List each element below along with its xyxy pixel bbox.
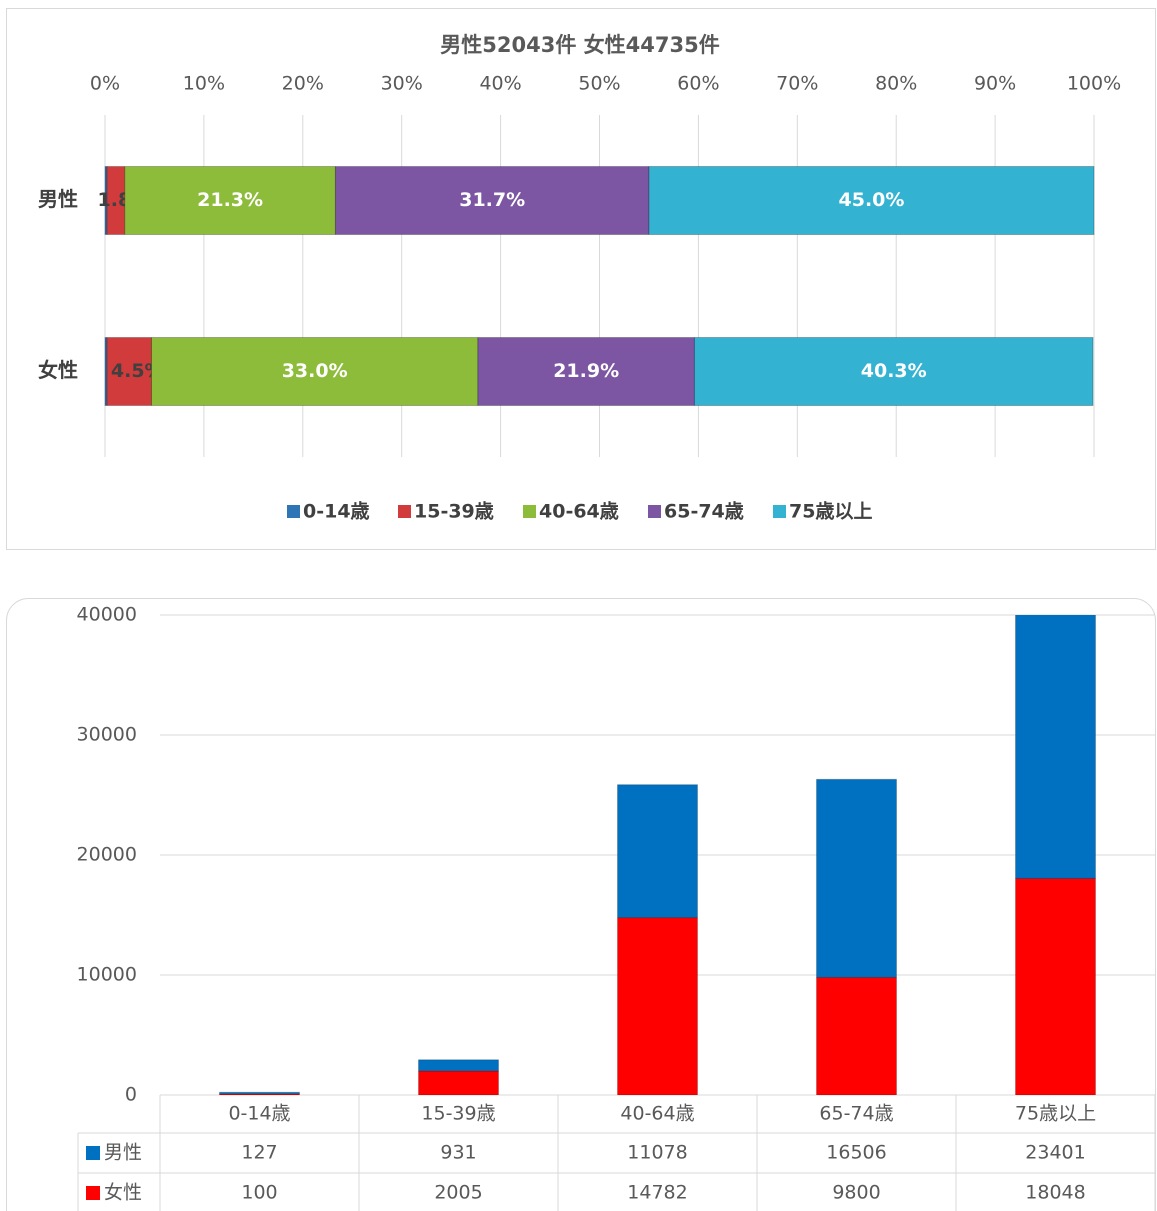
x-tick-label: 10% (183, 73, 225, 95)
y-tick-label: 20000 (77, 844, 137, 866)
legend-swatch (86, 1146, 100, 1160)
bar-segment (150, 337, 479, 406)
legend-swatch (648, 505, 661, 518)
legend-label: 75歳以上 (789, 501, 872, 523)
legend-label: 0-14歳 (303, 501, 370, 523)
data-label: 40.3% (861, 360, 927, 382)
y-tick-label: 40000 (77, 604, 137, 626)
bar-segment (418, 1059, 499, 1072)
legend-label: 65-74歳 (664, 501, 744, 523)
table-cell: 23401 (1025, 1142, 1085, 1164)
bar-segment (816, 976, 897, 1095)
bar-segment (1015, 877, 1096, 1095)
x-tick-label: 0% (90, 73, 120, 95)
y-tick-label: 30000 (77, 724, 137, 746)
x-tick-label: 40% (479, 73, 521, 95)
bar-segment (693, 337, 1094, 406)
x-tick-label: 15-39歳 (421, 1103, 495, 1125)
bar-segment (124, 166, 336, 235)
legend-swatch (398, 505, 411, 518)
bar-segment (648, 166, 1095, 235)
bar-segment (219, 1091, 300, 1095)
chart-frame (6, 598, 1156, 1211)
x-tick-label: 50% (578, 73, 620, 95)
data-label: 45.0% (839, 189, 905, 211)
table-cell: 9800 (832, 1182, 880, 1204)
x-tick-label: 20% (282, 73, 324, 95)
legend-swatch (523, 505, 536, 518)
x-tick-label: 0-14歳 (228, 1103, 290, 1125)
legend-label: 40-64歳 (539, 501, 619, 523)
legend-label: 男性 (104, 1142, 142, 1164)
table-cell: 16506 (826, 1142, 886, 1164)
legend-swatch (773, 505, 786, 518)
chart-title: 男性52043件 女性44735件 (440, 33, 719, 57)
x-tick-label: 80% (875, 73, 917, 95)
bar-segment (1015, 615, 1096, 879)
legend-swatch (287, 505, 300, 518)
bar-segment (106, 337, 152, 406)
legend-swatch (86, 1186, 100, 1200)
x-tick-label: 40-64歳 (620, 1103, 694, 1125)
bar-segment (418, 1070, 499, 1095)
table-cell: 127 (241, 1142, 277, 1164)
plot-area (219, 615, 1096, 1095)
bar-segment (334, 166, 650, 235)
data-label: 21.9% (553, 360, 619, 382)
y-tick-label: 0 (125, 1084, 137, 1106)
x-tick-label: 70% (776, 73, 818, 95)
table-cell: 931 (440, 1142, 476, 1164)
x-tick-label: 90% (974, 73, 1016, 95)
bar-segment (477, 337, 695, 406)
chart-frame (6, 8, 1156, 550)
data-label: 21.3% (197, 189, 263, 211)
data-label: 33.0% (282, 360, 348, 382)
data-label: 31.7% (459, 189, 525, 211)
table-cell: 18048 (1025, 1182, 1085, 1204)
x-tick-label: 60% (677, 73, 719, 95)
x-tick-label: 65-74歳 (819, 1103, 893, 1125)
table-cell: 100 (241, 1182, 277, 1204)
x-tick-label: 75歳以上 (1015, 1103, 1096, 1125)
bar-segment (816, 778, 897, 978)
bar-segment (617, 784, 698, 919)
bar-segment (617, 917, 698, 1095)
table-cell: 2005 (434, 1182, 482, 1204)
y-tick-label: 10000 (77, 964, 137, 986)
y-tick-label: 男性 (38, 187, 78, 211)
x-tick-label: 100% (1067, 73, 1121, 95)
table-cell: 11078 (627, 1142, 687, 1164)
x-tick-label: 30% (381, 73, 423, 95)
legend-label: 15-39歳 (414, 501, 494, 523)
table-cell: 14782 (627, 1182, 687, 1204)
legend-label: 女性 (104, 1182, 142, 1204)
y-tick-label: 女性 (38, 358, 78, 382)
data-label: 4.5% (111, 360, 164, 382)
